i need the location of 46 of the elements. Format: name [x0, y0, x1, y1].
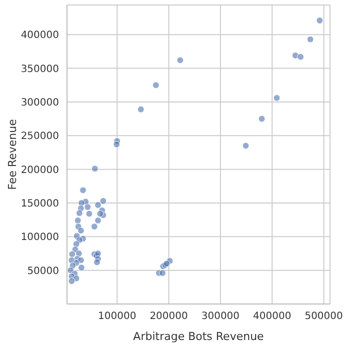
- point: [74, 217, 82, 224]
- point: [68, 278, 76, 285]
- point: [159, 270, 166, 276]
- point: [258, 115, 266, 122]
- point: [113, 140, 120, 148]
- x-tick-label: 200000: [150, 311, 188, 322]
- point: [316, 17, 324, 24]
- point: [72, 274, 80, 282]
- point: [273, 94, 280, 102]
- point: [94, 202, 102, 208]
- point: [68, 250, 76, 258]
- point: [75, 250, 82, 257]
- point: [96, 210, 104, 218]
- point: [242, 142, 250, 150]
- y-tick-label: 350000: [20, 64, 59, 75]
- point: [80, 186, 86, 194]
- y-axis-title: Fee Revenue: [6, 118, 19, 190]
- x-tick-label: 400000: [253, 311, 292, 322]
- x-tick-label: 300000: [201, 311, 240, 322]
- y-tick-label: 100000: [20, 232, 59, 244]
- point: [78, 227, 84, 234]
- y-tick-label: 300000: [20, 98, 59, 109]
- point: [176, 56, 184, 64]
- x-axis-title: Arbitrage Bots Revenue: [133, 330, 264, 343]
- point: [306, 36, 314, 43]
- point: [78, 264, 85, 272]
- x-tick-label: 100000: [98, 311, 136, 322]
- x-tick-label: 500000: [304, 311, 343, 322]
- point: [152, 82, 160, 89]
- y-tick-label: 50000: [27, 266, 59, 277]
- point: [94, 217, 102, 224]
- point: [78, 200, 85, 206]
- point: [100, 198, 107, 204]
- point: [91, 165, 98, 172]
- y-tick-label: 200000: [20, 164, 59, 176]
- point: [90, 223, 98, 230]
- point: [86, 210, 93, 218]
- point: [72, 240, 80, 248]
- y-tick-label: 150000: [20, 198, 59, 210]
- point: [94, 258, 100, 266]
- point: [137, 106, 144, 113]
- point: [297, 53, 304, 60]
- point: [84, 204, 92, 210]
- y-tick-label: 250000: [20, 131, 59, 142]
- point: [76, 210, 83, 217]
- y-tick-label: 400000: [20, 30, 59, 42]
